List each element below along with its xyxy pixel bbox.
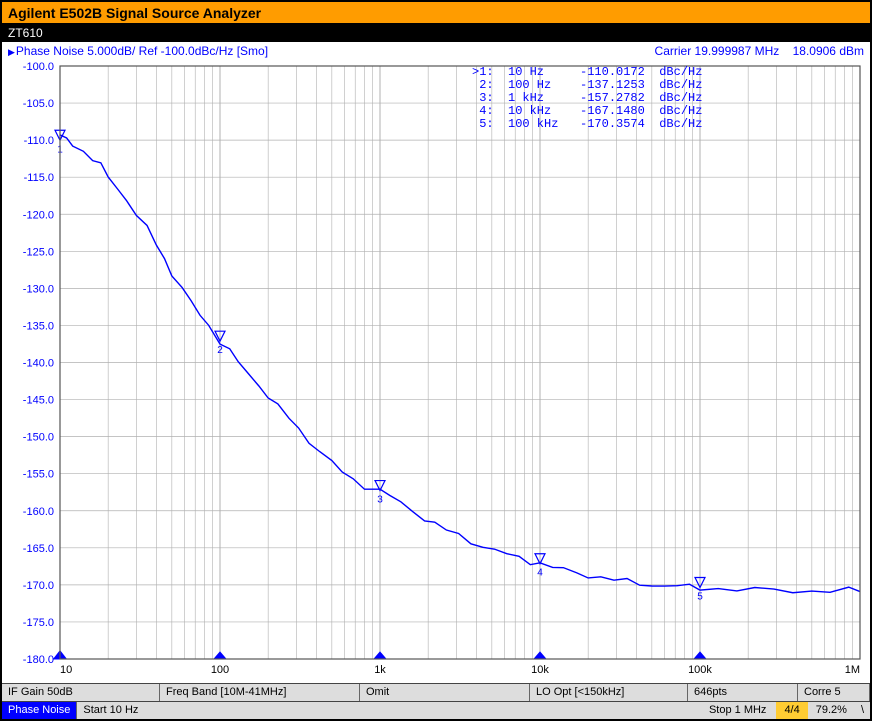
status-start: Start 10 Hz bbox=[77, 702, 144, 719]
svg-text:-100.0: -100.0 bbox=[23, 61, 54, 73]
svg-text:-115.0: -115.0 bbox=[24, 172, 54, 184]
svg-text:-105.0: -105.0 bbox=[23, 98, 54, 110]
status-row-1: IF Gain 50dB Freq Band [10M-41MHz] Omit … bbox=[2, 683, 870, 701]
status-stop: Stop 1 MHz bbox=[703, 702, 776, 719]
config-left: Phase Noise 5.000dB/ Ref -100.0dBc/Hz [S… bbox=[8, 42, 268, 60]
plot-area: -180.0 -175.0 -170.0 -165.0 -160.0 -155.0 -150… bbox=[2, 60, 870, 683]
status-freqband: Freq Band [10M-41MHz] bbox=[160, 684, 360, 701]
status-percent: 79.2% bbox=[808, 702, 855, 719]
config-carrier: Carrier 19.999987 MHz 18.0906 dBm bbox=[655, 42, 864, 60]
subtitle-bar: ZT610 bbox=[2, 24, 870, 42]
phase-noise-chart[interactable]: -180.0 -175.0 -170.0 -165.0 -160.0 -155.0 -150… bbox=[2, 60, 870, 683]
status-omit: Omit bbox=[360, 684, 530, 701]
svg-text:1k: 1k bbox=[374, 664, 386, 676]
svg-text:2: 2 bbox=[217, 345, 223, 356]
svg-text:-160.0: -160.0 bbox=[23, 506, 54, 518]
svg-text:-150.0: -150.0 bbox=[23, 432, 54, 444]
svg-text:10k: 10k bbox=[531, 664, 549, 676]
svg-text:3: 3 bbox=[377, 495, 383, 506]
svg-text:100k: 100k bbox=[688, 664, 712, 676]
svg-text:-165.0: -165.0 bbox=[23, 543, 54, 555]
svg-text:-140.0: -140.0 bbox=[23, 358, 54, 370]
status-phase-noise: Phase Noise bbox=[2, 702, 77, 719]
svg-text:-145.0: -145.0 bbox=[23, 395, 54, 407]
svg-text:-130.0: -130.0 bbox=[23, 283, 54, 295]
svg-text:-125.0: -125.0 bbox=[23, 246, 54, 258]
status-pts: 646pts bbox=[688, 684, 798, 701]
svg-text:-120.0: -120.0 bbox=[23, 209, 54, 221]
svg-text:-155.0: -155.0 bbox=[23, 469, 54, 481]
status-loopt: LO Opt [<150kHz] bbox=[530, 684, 688, 701]
marker-table: >1: 10 Hz -110.0172 dBc/Hz 2: 100 Hz -13… bbox=[472, 66, 702, 131]
svg-text:10: 10 bbox=[60, 664, 72, 676]
status-row-2: Phase Noise Start 10 Hz Stop 1 MHz 4/4 7… bbox=[2, 701, 870, 719]
status-spacer bbox=[144, 702, 703, 719]
svg-text:5: 5 bbox=[697, 592, 703, 603]
svg-text:-135.0: -135.0 bbox=[23, 320, 54, 332]
status-count: 4/4 bbox=[776, 702, 807, 719]
status-ifgain: IF Gain 50dB bbox=[2, 684, 160, 701]
svg-text:4: 4 bbox=[537, 568, 543, 579]
status-corre: Corre 5 bbox=[798, 684, 870, 701]
svg-text:-170.0: -170.0 bbox=[23, 580, 54, 592]
svg-text:100: 100 bbox=[211, 664, 229, 676]
svg-text:1M: 1M bbox=[845, 664, 860, 676]
svg-text:-175.0: -175.0 bbox=[23, 617, 54, 629]
status-tail: \ bbox=[855, 702, 870, 719]
config-row: Phase Noise 5.000dB/ Ref -100.0dBc/Hz [S… bbox=[2, 42, 870, 60]
svg-text:-180.0: -180.0 bbox=[23, 654, 54, 666]
svg-text:-110.0: -110.0 bbox=[24, 135, 54, 147]
title-bar: Agilent E502B Signal Source Analyzer bbox=[2, 2, 870, 24]
